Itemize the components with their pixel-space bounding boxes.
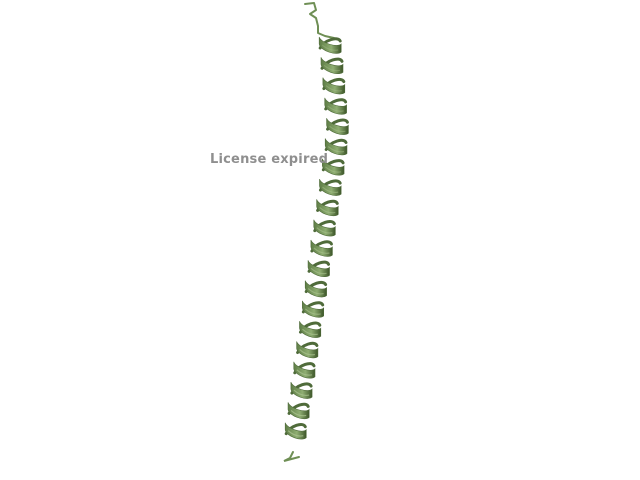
- helix-turn-highlight: [290, 409, 307, 417]
- helix-turn-highlight: [319, 206, 336, 214]
- helix-turn-highlight: [293, 389, 310, 397]
- helix-turn-front: [320, 57, 344, 75]
- helix-turn-highlight: [302, 328, 318, 336]
- helix-turn-highlight: [327, 105, 344, 112]
- helix-turn-highlight: [296, 369, 313, 376]
- helix-turn-highlight: [307, 288, 324, 295]
- helix-turn-highlight: [299, 349, 316, 356]
- helix-turn-front: [299, 321, 322, 338]
- helix-turn-highlight: [329, 125, 346, 133]
- helix-turn-front: [287, 402, 310, 420]
- helix-turn-front: [293, 361, 316, 379]
- helix-turn-front: [313, 219, 336, 237]
- helix-turn-highlight: [287, 430, 304, 437]
- helix-turn-highlight: [313, 247, 330, 254]
- helix-turn-highlight: [325, 85, 342, 92]
- helix-turn-highlight: [322, 186, 339, 194]
- helix-turn-front: [290, 381, 313, 399]
- helix-turn-front: [319, 178, 342, 196]
- helix-turn-front: [296, 341, 319, 359]
- helix-turn-highlight: [304, 308, 321, 315]
- helix-turn-front: [324, 97, 347, 115]
- helix-turn-highlight: [316, 227, 333, 234]
- helix-turn-front: [324, 138, 348, 156]
- helix-turn-front: [322, 77, 346, 95]
- helix-turn-front: [307, 260, 330, 278]
- helix-turn-front: [302, 300, 324, 318]
- helix-turn-front: [310, 239, 333, 257]
- c-terminal-tail: [283, 451, 300, 462]
- helix-turn-front: [304, 280, 327, 298]
- helix-turn-front: [326, 118, 349, 135]
- helix-turn-highlight: [323, 64, 341, 72]
- helix-turn-front: [318, 36, 342, 54]
- helix-turn-front: [322, 158, 345, 176]
- helix-turn-front: [284, 422, 307, 440]
- helix-turn-front: [316, 199, 339, 217]
- n-terminal-coil: [304, 2, 335, 39]
- helix-turn-highlight: [310, 267, 327, 275]
- helix-turn-highlight: [327, 146, 345, 153]
- helix-turn-highlight: [321, 44, 339, 51]
- helix-turn-highlight: [324, 166, 342, 173]
